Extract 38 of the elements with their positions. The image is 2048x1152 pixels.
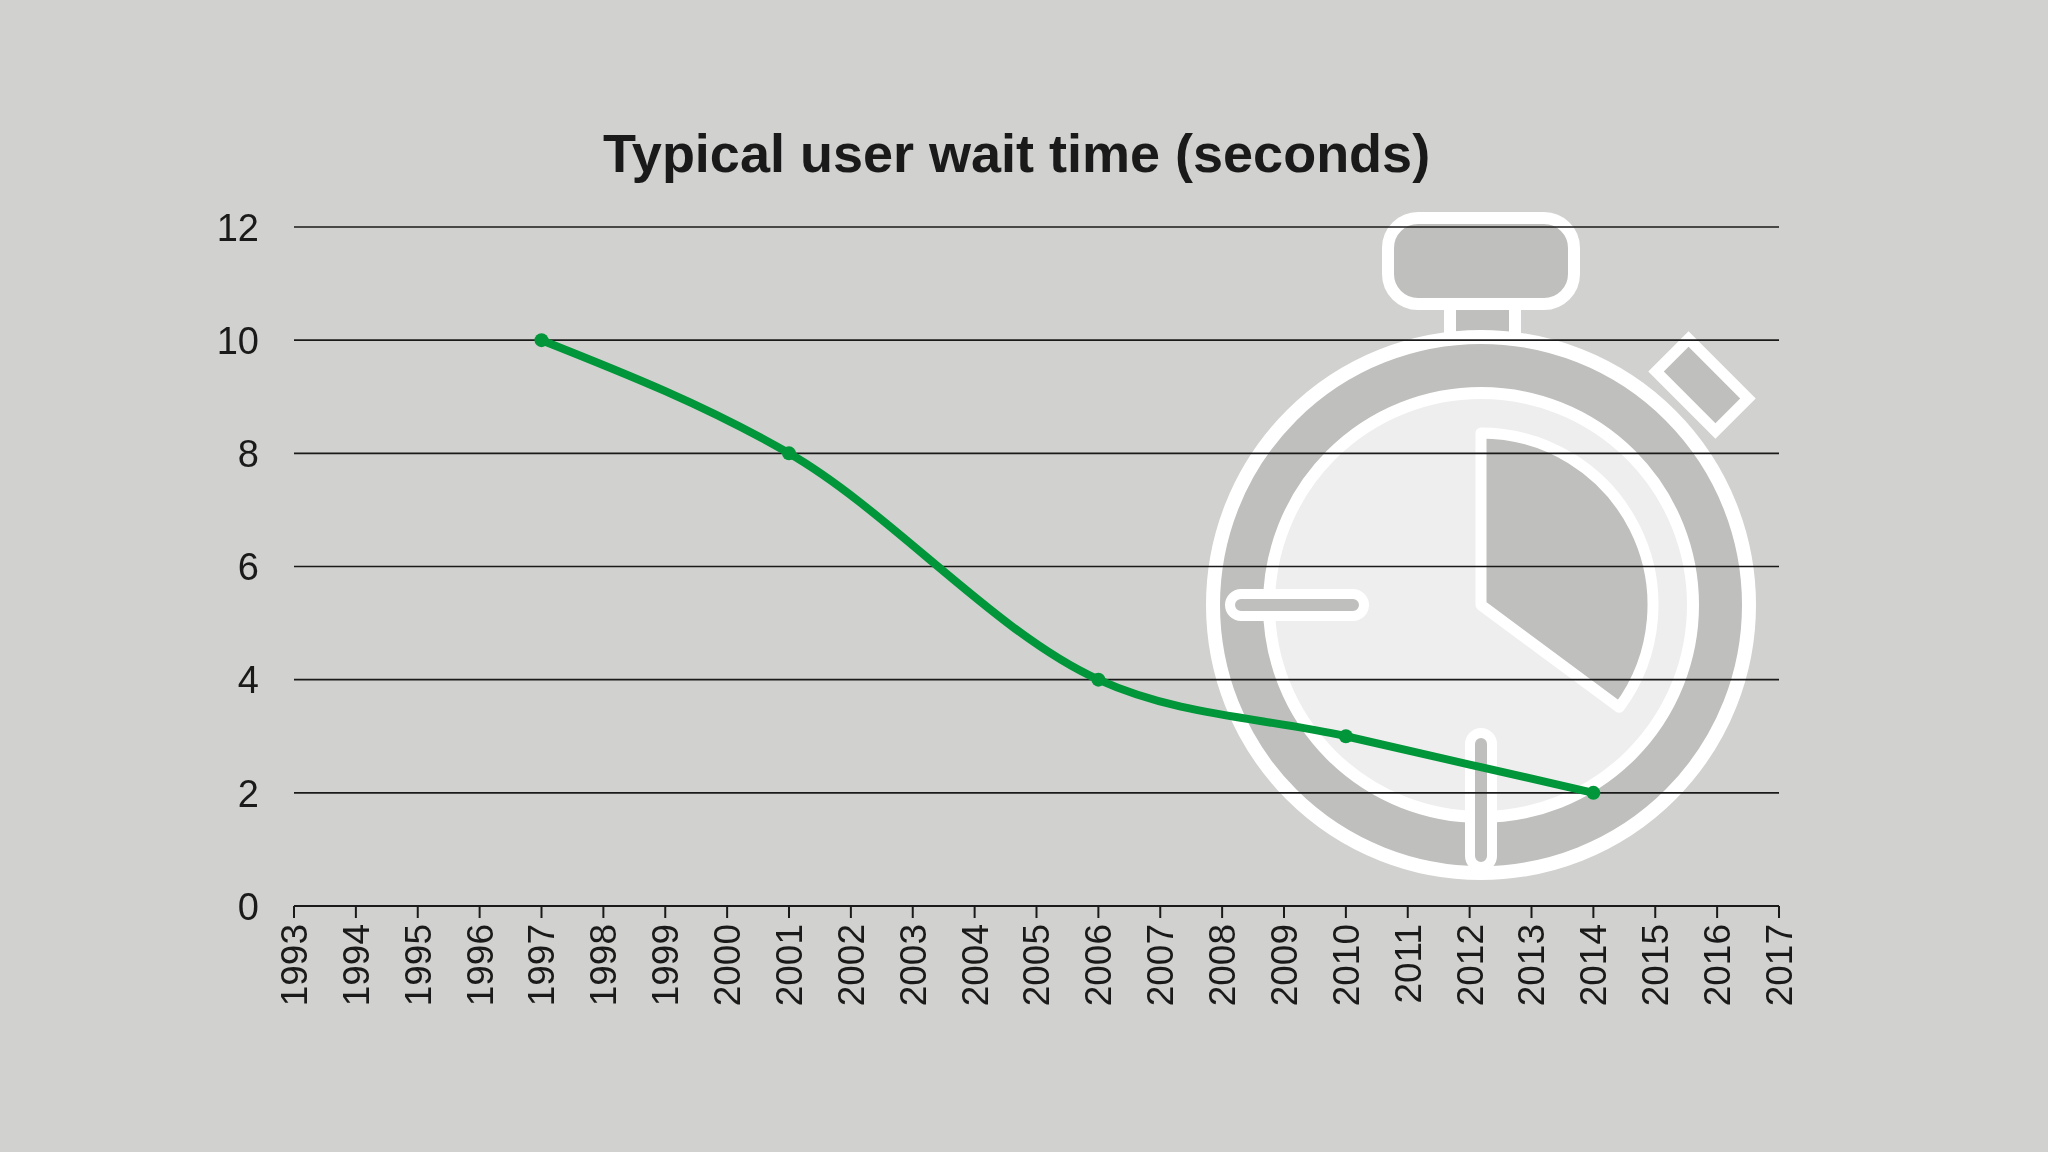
x-tick-label: 1994 [335, 924, 377, 1007]
y-tick-label: 12 [216, 206, 259, 249]
x-tick-label: 2014 [1573, 924, 1615, 1007]
x-tick-label: 2004 [954, 924, 996, 1007]
x-tick-label: 2006 [1078, 924, 1120, 1007]
x-tick-label: 2010 [1325, 924, 1367, 1007]
x-tick-label: 2016 [1697, 924, 1739, 1007]
x-tick-label: 2001 [768, 924, 810, 1007]
x-tick-label: 2002 [830, 924, 872, 1007]
point [782, 446, 796, 461]
x-tick-label: 2012 [1449, 924, 1491, 1007]
x-tick-label: 2017 [1758, 924, 1800, 1007]
x-tick-label: 2013 [1511, 924, 1553, 1007]
x-tick-label: 2008 [1202, 924, 1244, 1007]
x-tick-label: 2015 [1635, 924, 1677, 1007]
x-tick-label: 2005 [1016, 924, 1058, 1007]
x-tick-label: 2003 [892, 924, 934, 1007]
point [1091, 672, 1106, 687]
y-tick-label: 8 [237, 433, 259, 476]
x-tick-label: 1997 [521, 924, 563, 1007]
x-tick-label: 2000 [707, 924, 749, 1007]
y-tick-label: 4 [237, 659, 259, 702]
x-tick-label: 1998 [583, 924, 625, 1007]
point [534, 333, 549, 348]
point [1586, 785, 1601, 800]
y-tick-label: 6 [237, 546, 259, 589]
y-tick-label: 10 [216, 319, 259, 362]
x-tick-label: 1999 [645, 924, 687, 1007]
point [1338, 729, 1353, 744]
x-tick-label: 2009 [1263, 924, 1305, 1007]
y-tick-label: 2 [237, 772, 259, 815]
x-tick-label: 2007 [1140, 924, 1182, 1007]
x-tick-label: 1996 [459, 924, 501, 1007]
y-tick-label: 0 [237, 885, 259, 928]
x-tick-label: 1995 [397, 924, 439, 1007]
x-tick-label: 2011 [1387, 924, 1429, 1004]
chart-title: Typical user wait time (seconds) [602, 123, 1431, 183]
x-tick-label: 1993 [273, 924, 315, 1007]
